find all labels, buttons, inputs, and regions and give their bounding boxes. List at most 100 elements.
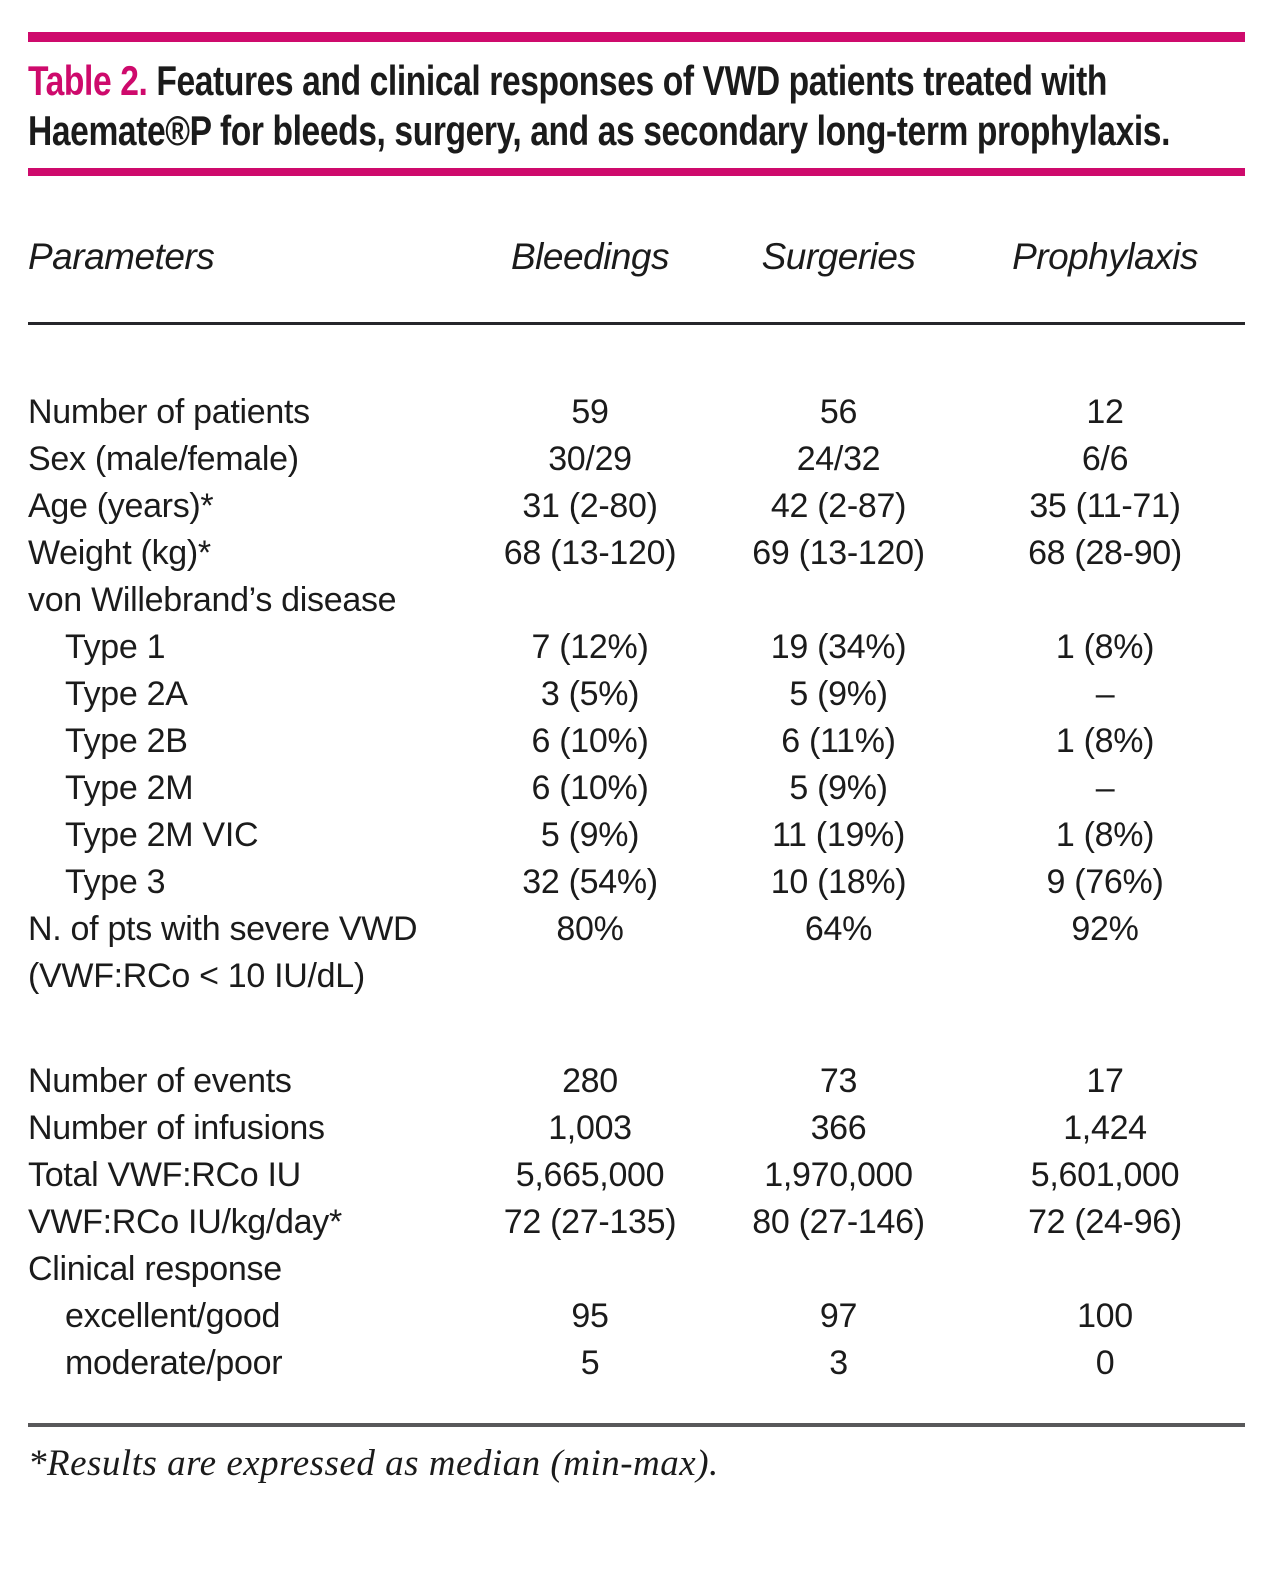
table-row: Type 2B 6 (10%) 6 (11%) 1 (8%) bbox=[28, 718, 1245, 765]
row-value-prophylaxis: – bbox=[1095, 769, 1115, 807]
title-accent-bar bbox=[28, 168, 1245, 176]
row-value-prophylaxis: 17 bbox=[1086, 1062, 1124, 1100]
row-value-bleedings: 6 (10%) bbox=[531, 769, 649, 807]
row-value-bleedings: 30/29 bbox=[548, 440, 632, 478]
row-value-bleedings: 1,003 bbox=[548, 1109, 632, 1147]
row-value-bleedings: 6 (10%) bbox=[531, 722, 649, 760]
row-label: Type 2M VIC bbox=[65, 816, 259, 854]
row-label: Weight (kg)* bbox=[28, 534, 211, 572]
row-value-surgeries: 24/32 bbox=[796, 440, 881, 478]
row-value-prophylaxis: 92% bbox=[1071, 910, 1139, 948]
row-label: Type 2A bbox=[65, 675, 188, 713]
table-figure: Table 2. Features and clinical responses… bbox=[28, 32, 1245, 1484]
row-value-surgeries bbox=[712, 577, 965, 624]
row-label: Sex (male/female) bbox=[28, 440, 299, 478]
table-row: (VWF:RCo < 10 IU/dL) bbox=[28, 953, 1245, 1000]
row-value-bleedings bbox=[468, 953, 712, 1000]
row-value-prophylaxis: 68 (28-90) bbox=[1028, 534, 1182, 572]
table-row: Type 3 32 (54%) 10 (18%) 9 (76%) bbox=[28, 859, 1245, 906]
row-value-bleedings bbox=[468, 1246, 712, 1293]
table-number: Table 2. bbox=[28, 57, 148, 104]
row-label bbox=[28, 1000, 468, 1058]
column-header-bleedings: Bleedings bbox=[510, 236, 670, 277]
row-value-prophylaxis: 35 (11-71) bbox=[1029, 487, 1181, 525]
row-value-bleedings: 5 bbox=[580, 1344, 600, 1382]
row-value-surgeries: 3 bbox=[829, 1344, 848, 1382]
row-label: (VWF:RCo < 10 IU/dL) bbox=[28, 957, 365, 995]
table-row: excellent/good 95 97 100 bbox=[28, 1293, 1245, 1340]
row-value-surgeries: 5 (9%) bbox=[789, 675, 888, 713]
row-value-surgeries: 19 (34%) bbox=[770, 628, 907, 666]
row-value-prophylaxis bbox=[965, 953, 1245, 1000]
row-label: von Willebrand’s disease bbox=[28, 581, 397, 619]
row-value-prophylaxis: 6/6 bbox=[1081, 440, 1129, 478]
row-value-surgeries bbox=[712, 953, 965, 1000]
footnote: *Results are expressed as median (min-ma… bbox=[28, 1443, 719, 1484]
row-value-bleedings: 5,665,000 bbox=[515, 1156, 665, 1194]
row-value-prophylaxis bbox=[965, 577, 1245, 624]
table-header-row: Parameters Bleedings Surgeries Prophylax… bbox=[28, 236, 1245, 278]
row-label: Number of infusions bbox=[28, 1109, 325, 1147]
table-row: Number of patients 59 56 12 bbox=[28, 389, 1245, 436]
row-value-surgeries bbox=[712, 1000, 965, 1058]
row-value-bleedings: 5 (9%) bbox=[540, 816, 640, 854]
row-value-surgeries: 11 (19%) bbox=[771, 816, 906, 854]
table-row: Type 2M VIC 5 (9%) 11 (19%) 1 (8%) bbox=[28, 812, 1245, 859]
row-value-prophylaxis: 1 (8%) bbox=[1055, 628, 1155, 666]
row-label: Type 2M bbox=[65, 769, 194, 807]
table-body: Number of patients 59 56 12 Sex (male/fe… bbox=[28, 325, 1245, 1387]
row-value-prophylaxis: 0 bbox=[1095, 1344, 1115, 1382]
row-label: Number of events bbox=[28, 1062, 292, 1100]
table-row: von Willebrand’s disease bbox=[28, 577, 1245, 624]
row-value-prophylaxis: 5,601,000 bbox=[1030, 1156, 1180, 1194]
column-header-parameters: Parameters bbox=[28, 236, 215, 277]
row-value-bleedings: 3 (5%) bbox=[540, 675, 640, 713]
table-row: Type 2M 6 (10%) 5 (9%) – bbox=[28, 765, 1245, 812]
row-value-prophylaxis: 1 (8%) bbox=[1055, 722, 1155, 760]
row-value-surgeries: 42 (2-87) bbox=[770, 487, 907, 525]
row-label: Total VWF:RCo IU bbox=[28, 1156, 301, 1194]
row-value-prophylaxis: – bbox=[1095, 675, 1115, 713]
row-label: Clinical response bbox=[28, 1250, 282, 1288]
row-label: N. of pts with severe VWD bbox=[28, 910, 418, 948]
top-accent-bar bbox=[28, 32, 1245, 42]
row-value-bleedings: 80% bbox=[556, 910, 624, 948]
table-row: N. of pts with severe VWD 80% 64% 92% bbox=[28, 906, 1245, 953]
row-value-surgeries: 6 (11%) bbox=[781, 722, 896, 760]
row-value-prophylaxis: 12 bbox=[1086, 393, 1124, 431]
table-row: VWF:RCo IU/kg/day* 72 (27-135) 80 (27-14… bbox=[28, 1199, 1245, 1246]
table-caption: Features and clinical responses of VWD p… bbox=[28, 57, 1171, 154]
row-value-prophylaxis: 100 bbox=[1077, 1297, 1133, 1335]
row-label: VWF:RCo IU/kg/day* bbox=[28, 1203, 342, 1241]
row-value-prophylaxis bbox=[965, 1000, 1245, 1058]
table-row: Total VWF:RCo IU 5,665,000 1,970,000 5,6… bbox=[28, 1152, 1245, 1199]
row-label: Type 1 bbox=[65, 628, 166, 666]
row-value-surgeries: 69 (13-120) bbox=[752, 534, 925, 572]
row-value-surgeries: 73 bbox=[819, 1062, 858, 1100]
table-row: Number of events 280 73 17 bbox=[28, 1058, 1245, 1105]
row-value-bleedings: 95 bbox=[571, 1297, 609, 1335]
row-label: Number of patients bbox=[28, 393, 310, 431]
footnote-rule bbox=[28, 1423, 1245, 1427]
table-row: moderate/poor 5 3 0 bbox=[28, 1340, 1245, 1387]
table-row: Type 2A 3 (5%) 5 (9%) – bbox=[28, 671, 1245, 718]
row-value-surgeries: 56 bbox=[819, 393, 858, 431]
row-value-surgeries bbox=[712, 1246, 965, 1293]
table-row: Sex (male/female) 30/29 24/32 6/6 bbox=[28, 436, 1245, 483]
row-value-bleedings: 32 (54%) bbox=[522, 863, 658, 901]
row-label: Age (years)* bbox=[28, 487, 214, 525]
row-value-surgeries: 10 (18%) bbox=[770, 863, 907, 901]
row-value-surgeries: 5 (9%) bbox=[789, 769, 888, 807]
row-value-bleedings: 280 bbox=[562, 1062, 618, 1100]
row-value-prophylaxis: 72 (24-96) bbox=[1028, 1203, 1182, 1241]
row-value-prophylaxis: 1 (8%) bbox=[1055, 816, 1155, 854]
table-row bbox=[28, 1000, 1245, 1058]
row-value-bleedings: 31 (2-80) bbox=[522, 487, 658, 525]
column-header-prophylaxis: Prophylaxis bbox=[1012, 236, 1198, 277]
row-value-bleedings: 7 (12%) bbox=[531, 628, 649, 666]
row-value-bleedings: 72 (27-135) bbox=[503, 1203, 677, 1241]
row-value-surgeries: 97 bbox=[819, 1297, 858, 1335]
table-title: Table 2. Features and clinical responses… bbox=[28, 56, 1245, 156]
row-value-surgeries: 1,970,000 bbox=[764, 1156, 913, 1194]
row-value-prophylaxis bbox=[965, 1246, 1245, 1293]
